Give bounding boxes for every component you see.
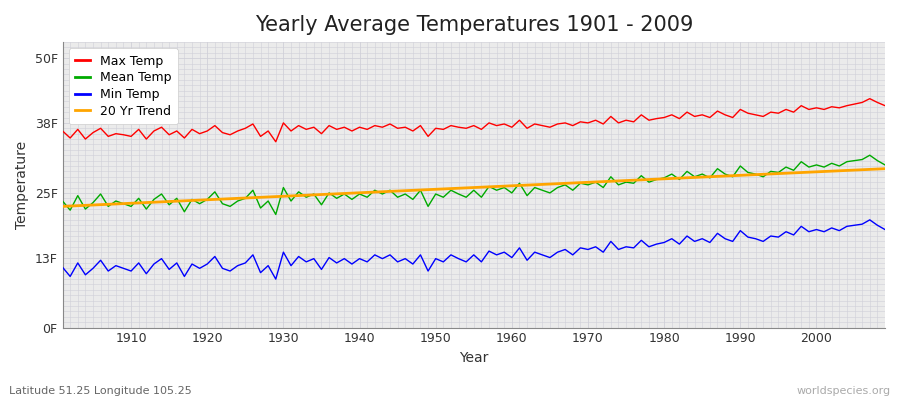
X-axis label: Year: Year: [459, 351, 489, 365]
Legend: Max Temp, Mean Temp, Min Temp, 20 Yr Trend: Max Temp, Mean Temp, Min Temp, 20 Yr Tre…: [68, 48, 178, 124]
Title: Yearly Average Temperatures 1901 - 2009: Yearly Average Temperatures 1901 - 2009: [255, 15, 693, 35]
Y-axis label: Temperature: Temperature: [15, 141, 29, 229]
Text: Latitude 51.25 Longitude 105.25: Latitude 51.25 Longitude 105.25: [9, 386, 192, 396]
Text: worldspecies.org: worldspecies.org: [796, 386, 891, 396]
